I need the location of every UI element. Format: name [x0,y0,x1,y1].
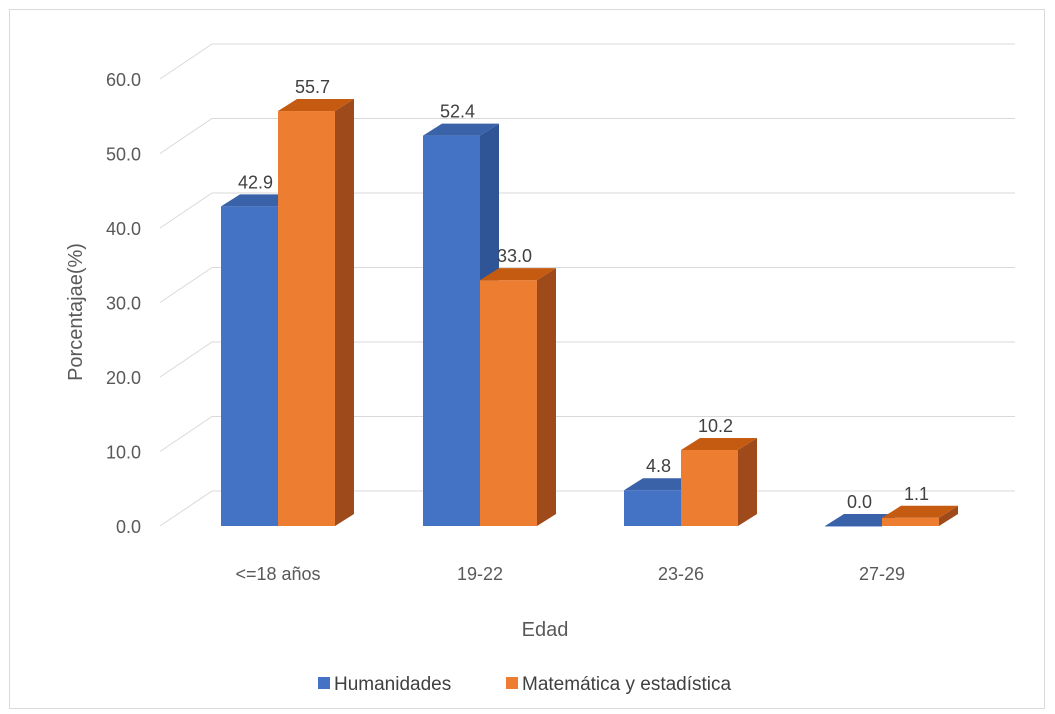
gridline [159,416,1015,452]
bar [221,206,278,526]
legend-label: Matemática y estadística [522,674,732,695]
data-label: 33.0 [497,246,532,266]
data-labels: 42.9 55.7 52.4 33.0 4.8 10.2 0.0 1.1 [238,77,929,512]
gridline [159,267,1015,303]
y-tick-label: 20.0 [106,368,141,388]
x-tick-label: 19-22 [457,564,503,584]
y-axis-ticks: 0.0 10.0 20.0 30.0 40.0 50.0 60.0 [106,70,141,537]
y-tick-label: 0.0 [116,517,141,537]
bar [681,450,738,526]
bar-top [882,505,958,518]
data-label: 0.0 [847,492,872,512]
bar-top [423,123,499,136]
legend-swatch [506,677,518,689]
legend-label: Humanidades [334,674,451,695]
bar-side [537,268,556,526]
bar [480,280,537,526]
y-axis-title: Porcentajae(%) [65,243,87,381]
gridline [159,118,1015,154]
data-label: 10.2 [698,416,733,436]
x-tick-label: 27-29 [859,564,905,584]
bar [278,111,335,526]
y-tick-label: 50.0 [106,145,141,165]
x-tick-label: <=18 años [235,564,320,584]
y-tick-label: 60.0 [106,70,141,90]
y-tick-label: 30.0 [106,294,141,314]
data-label: 42.9 [238,172,273,192]
bar [624,490,681,526]
bar-top [278,99,354,112]
bar [882,517,939,526]
y-tick-label: 40.0 [106,219,141,239]
data-label: 1.1 [904,484,929,504]
bar-top [480,268,556,281]
bar-side [738,438,757,526]
legend: Humanidades Matemática y estadística [318,674,732,695]
data-label: 4.8 [646,456,671,476]
x-axis-ticks: <=18 años 19-22 23-26 27-29 [235,564,905,584]
bars [221,99,958,527]
bar-side [939,505,958,526]
gridline [159,341,1015,378]
bar-top [681,438,757,451]
bar [423,135,480,526]
x-tick-label: 23-26 [658,564,704,584]
gridline [159,43,1015,80]
legend-swatch [318,677,330,689]
bar-side [335,99,354,526]
data-label: 55.7 [295,77,330,97]
gridline [159,192,1015,229]
y-tick-label: 10.0 [106,443,141,463]
bar [825,526,882,527]
data-label: 52.4 [440,102,475,122]
x-axis-title: Edad [522,619,569,641]
